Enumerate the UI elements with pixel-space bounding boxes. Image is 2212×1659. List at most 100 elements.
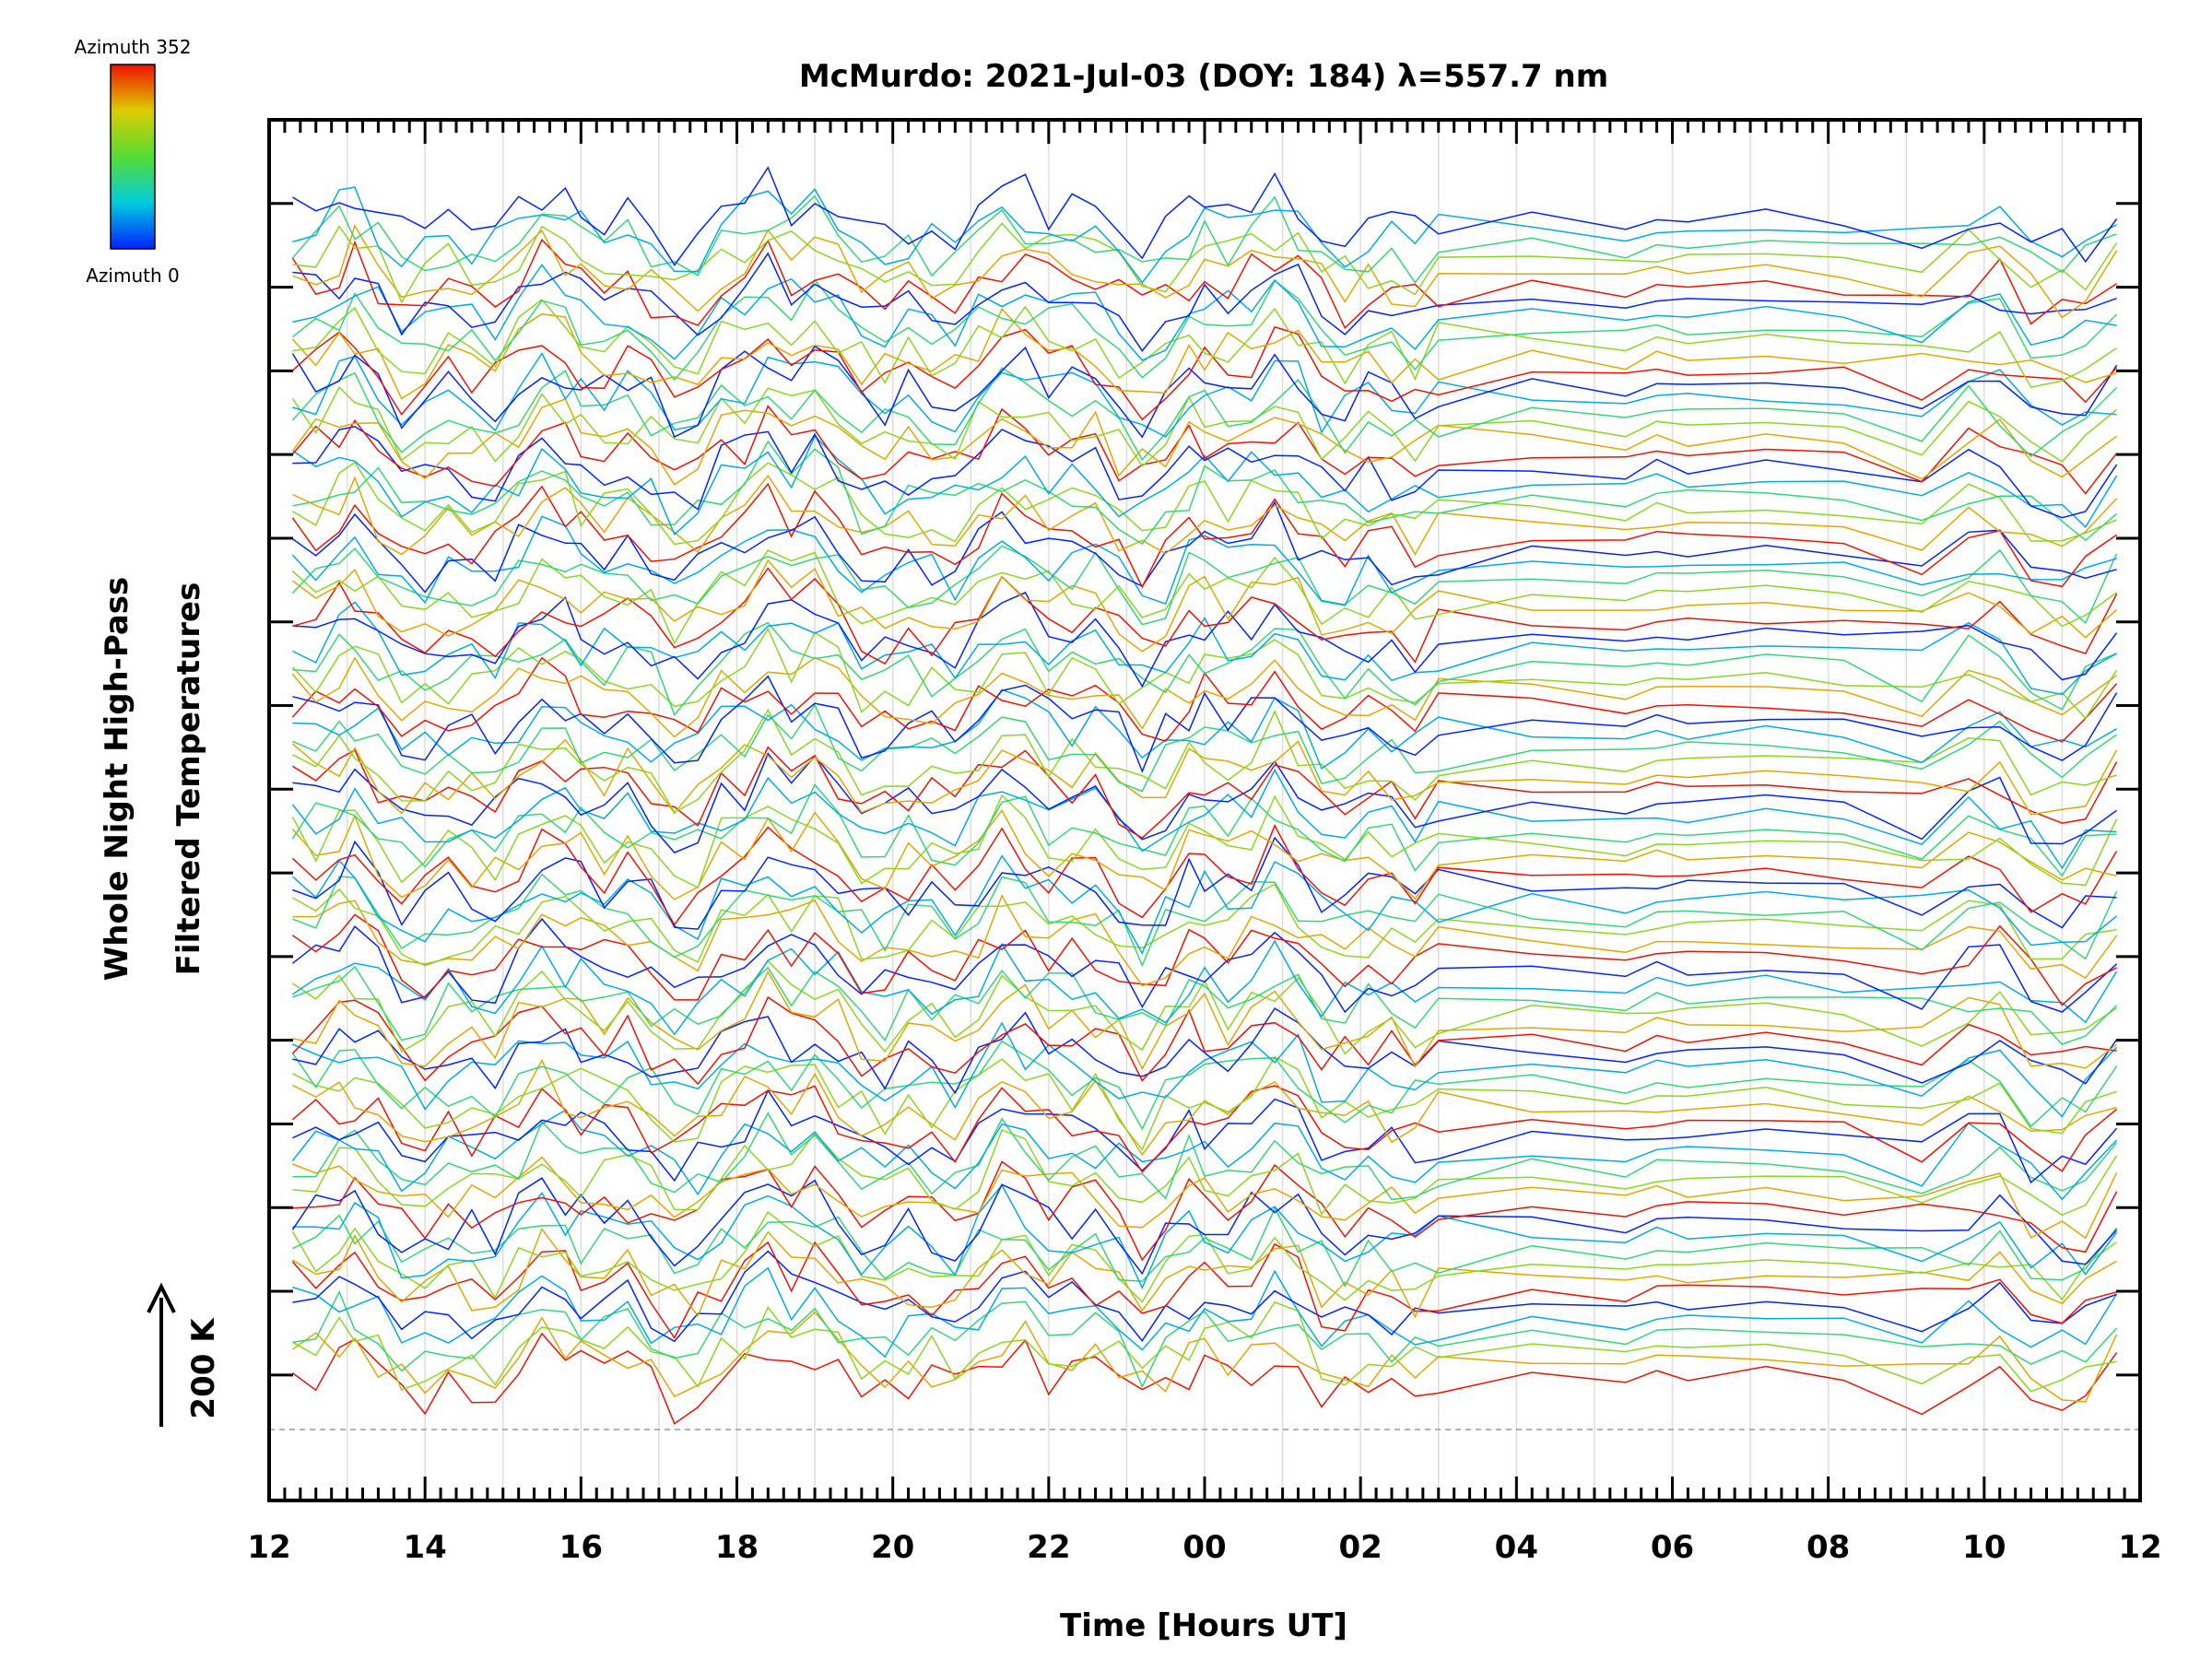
azimuth-trace — [292, 1289, 2118, 1389]
azimuth-trace — [292, 675, 2118, 774]
azimuth-trace — [292, 591, 2118, 688]
azimuth-trace — [292, 1206, 2118, 1288]
azimuth-trace — [292, 703, 2118, 793]
azimuth-trace — [291, 545, 2118, 626]
scale-arrow-head — [147, 1282, 176, 1313]
azimuth-trace — [291, 398, 2118, 486]
azimuth-trace — [292, 1058, 2117, 1157]
azimuth-trace — [292, 461, 2117, 546]
azimuth-trace — [291, 794, 2118, 889]
x-axis-label: Time [Hours UT] — [1060, 1607, 1347, 1644]
azimuth-trace — [292, 752, 2118, 854]
azimuth-trace — [291, 1177, 2118, 1276]
x-tick-label: 08 — [1806, 1529, 1850, 1566]
azimuth-trace — [292, 474, 2118, 556]
azimuth-trace — [292, 688, 2117, 771]
azimuth-trace — [292, 836, 2117, 930]
x-tick-label: 04 — [1495, 1529, 1538, 1566]
azimuth-trace — [291, 345, 2118, 439]
azimuth-trace — [291, 939, 2118, 1036]
x-tick-label: 20 — [871, 1529, 914, 1566]
axis-ticks — [267, 120, 2142, 1500]
x-tick-label: 18 — [715, 1529, 759, 1566]
azimuth-trace — [292, 166, 2118, 266]
azimuth-trace — [292, 252, 2117, 352]
azimuth-trace — [292, 1266, 2118, 1359]
trace-layer — [291, 166, 2118, 1425]
azimuth-trace — [292, 1183, 2118, 1290]
azimuth-trace — [291, 1210, 2118, 1304]
azimuth-trace — [292, 426, 2118, 519]
azimuth-trace — [291, 1085, 2118, 1173]
azimuth-trace — [292, 440, 2118, 546]
azimuth-trace — [291, 783, 2117, 877]
azimuth-trace — [292, 1160, 2118, 1262]
azimuth-trace — [291, 656, 2118, 743]
azimuth-trace — [292, 621, 2117, 716]
azimuth-trace — [291, 559, 2118, 653]
azimuth-trace — [292, 264, 2117, 361]
x-tick-label: 12 — [247, 1529, 290, 1566]
azimuth-trace — [292, 708, 2117, 814]
x-tick-label: 16 — [559, 1529, 603, 1566]
azimuth-trace — [291, 367, 2118, 462]
azimuth-trace — [292, 601, 2117, 696]
azimuth-trace — [292, 894, 2118, 987]
y-axis-label-line2: Filtered Temperatures — [171, 582, 207, 976]
colorbar — [110, 64, 156, 250]
azimuth-trace — [292, 1088, 2118, 1184]
colorbar-top-label: Azimuth 352 — [75, 36, 192, 58]
azimuth-trace — [292, 1250, 2117, 1343]
azimuth-trace — [292, 965, 2118, 1045]
azimuth-trace — [291, 482, 2118, 589]
azimuth-trace — [291, 738, 2118, 816]
azimuth-trace — [292, 299, 2118, 389]
x-tick-label: 22 — [1027, 1529, 1070, 1566]
azimuth-trace — [292, 746, 2118, 840]
x-tick-label: 14 — [404, 1529, 447, 1566]
azimuth-trace — [291, 1332, 2118, 1425]
azimuth-trace — [291, 278, 2118, 382]
colorbar-bottom-label: Azimuth 0 — [86, 265, 180, 287]
azimuth-trace — [291, 768, 2117, 870]
azimuth-trace — [291, 1040, 2118, 1131]
x-tick-label: 06 — [1651, 1529, 1694, 1566]
x-tick-label: 00 — [1182, 1529, 1226, 1566]
azimuth-trace — [292, 1156, 2118, 1240]
azimuth-trace — [291, 1109, 2118, 1201]
azimuth-trace — [291, 515, 2117, 606]
azimuth-trace — [291, 194, 2117, 284]
azimuth-trace — [291, 995, 2117, 1086]
azimuth-trace — [291, 627, 2118, 720]
azimuth-trace — [292, 970, 2118, 1071]
scale-label: 200 K — [185, 1317, 222, 1419]
azimuth-trace — [291, 824, 2118, 926]
azimuth-trace — [292, 1055, 2117, 1151]
azimuth-trace — [292, 1112, 2118, 1201]
vertical-gridlines — [346, 120, 2064, 1500]
azimuth-trace — [291, 913, 2117, 1006]
x-tick-labels: 12 14 16 18 20 22 00 02 04 06 08 10 12 — [247, 1529, 2161, 1566]
x-tick-label: 10 — [1962, 1529, 2006, 1566]
azimuth-trace — [291, 435, 2118, 536]
azimuth-trace — [292, 224, 2118, 319]
azimuth-trace — [291, 917, 2118, 1014]
y-axis-label-line1: Whole Night High-Pass — [99, 577, 135, 982]
azimuth-trace — [291, 385, 2118, 468]
azimuth-trace — [292, 1007, 2118, 1095]
azimuth-trace — [291, 500, 2117, 594]
chart-title: McMurdo: 2021-Jul-03 (DOY: 184) λ=557.7 … — [799, 58, 1608, 95]
azimuth-trace — [292, 1300, 2117, 1393]
azimuth-trace — [291, 854, 2118, 955]
azimuth-trace — [292, 186, 2117, 284]
azimuth-trace — [291, 1241, 2117, 1339]
azimuth-trace — [291, 325, 2118, 421]
azimuth-trace — [291, 238, 2118, 330]
azimuth-trace — [292, 883, 2117, 967]
azimuth-trace — [291, 549, 2118, 645]
azimuth-trace — [291, 809, 2117, 900]
azimuth-trace — [292, 873, 2118, 968]
azimuth-trace — [291, 656, 2118, 738]
azimuth-trace — [292, 222, 2118, 304]
